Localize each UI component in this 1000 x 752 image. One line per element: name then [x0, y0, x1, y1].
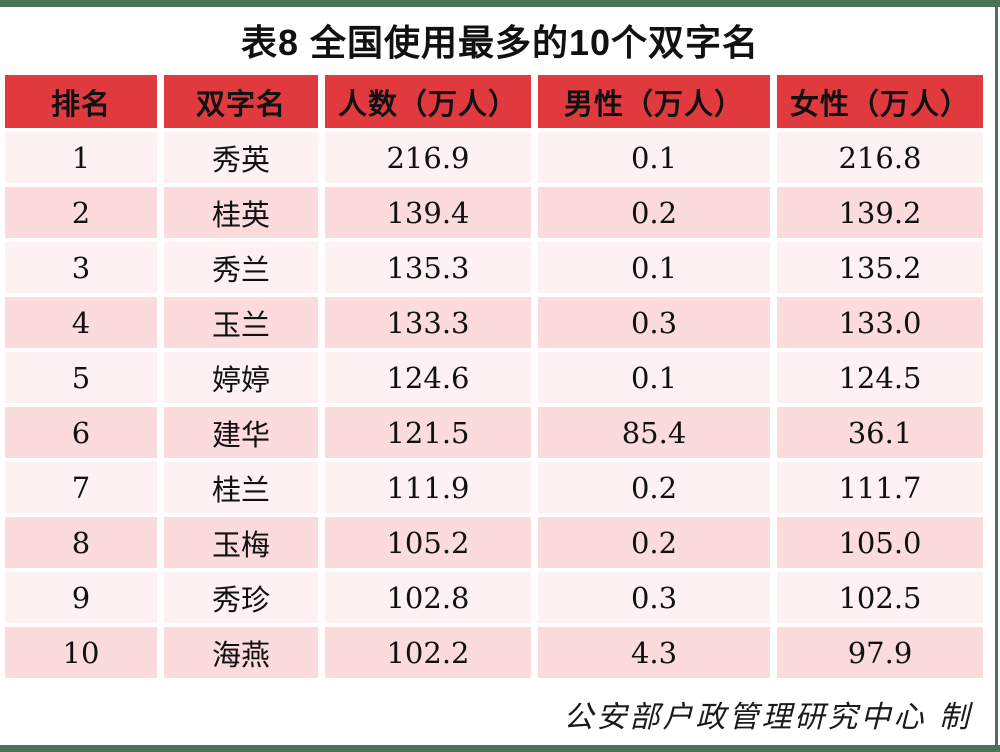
table-title: 表8 全国使用最多的10个双字名: [240, 22, 760, 63]
cell-female: 124.5: [777, 352, 983, 403]
cell-total: 105.2: [325, 517, 531, 568]
cell-rank: 8: [5, 517, 157, 568]
cell-rank: 10: [5, 627, 157, 678]
cell-rank: 3: [5, 242, 157, 293]
cell-female: 102.5: [777, 572, 983, 623]
cell-total: 111.9: [325, 462, 531, 513]
cell-name: 婷婷: [164, 352, 318, 403]
cell-male: 0.2: [538, 462, 770, 513]
cell-name: 桂英: [164, 187, 318, 238]
column-header-female: 女性（万人）: [777, 75, 983, 128]
cell-male: 0.2: [538, 517, 770, 568]
cell-total: 216.9: [325, 132, 531, 183]
cell-name: 桂兰: [164, 462, 318, 513]
cell-rank: 9: [5, 572, 157, 623]
cell-total: 124.6: [325, 352, 531, 403]
cell-total: 135.3: [325, 242, 531, 293]
cell-male: 0.3: [538, 572, 770, 623]
cell-rank: 4: [5, 297, 157, 348]
frame-right-border: [995, 0, 998, 752]
cell-female: 135.2: [777, 242, 983, 293]
column-header-total: 人数（万人）: [325, 75, 531, 128]
cell-name: 秀英: [164, 132, 318, 183]
cell-name: 海燕: [164, 627, 318, 678]
cell-name: 玉梅: [164, 517, 318, 568]
frame-top-border: [0, 0, 1000, 7]
cell-total: 121.5: [325, 407, 531, 458]
column-header-male: 男性（万人）: [538, 75, 770, 128]
cell-female: 139.2: [777, 187, 983, 238]
cell-rank: 6: [5, 407, 157, 458]
source-note: 公安部户政管理研究中心 制: [563, 700, 972, 735]
cell-rank: 5: [5, 352, 157, 403]
column-header-rank: 排名: [5, 75, 157, 128]
cell-rank: 7: [5, 462, 157, 513]
cell-female: 216.8: [777, 132, 983, 183]
cell-male: 4.3: [538, 627, 770, 678]
cell-female: 36.1: [777, 407, 983, 458]
cell-male: 0.3: [538, 297, 770, 348]
cell-female: 105.0: [777, 517, 983, 568]
cell-total: 102.2: [325, 627, 531, 678]
cell-male: 0.1: [538, 242, 770, 293]
cell-total: 133.3: [325, 297, 531, 348]
cell-name: 玉兰: [164, 297, 318, 348]
cell-male: 0.1: [538, 352, 770, 403]
cell-rank: 1: [5, 132, 157, 183]
cell-female: 133.0: [777, 297, 983, 348]
cell-female: 97.9: [777, 627, 983, 678]
cell-male: 0.2: [538, 187, 770, 238]
cell-name: 建华: [164, 407, 318, 458]
cell-name: 秀兰: [164, 242, 318, 293]
cell-name: 秀珍: [164, 572, 318, 623]
cell-male: 0.1: [538, 132, 770, 183]
data-table: 排名 双字名 人数（万人） 男性（万人） 女性（万人） 1 秀英 216.9 0…: [5, 75, 983, 678]
cell-total: 102.8: [325, 572, 531, 623]
column-header-name: 双字名: [164, 75, 318, 128]
cell-rank: 2: [5, 187, 157, 238]
cell-total: 139.4: [325, 187, 531, 238]
frame-bottom-border: [0, 745, 1000, 752]
cell-female: 111.7: [777, 462, 983, 513]
cell-male: 85.4: [538, 407, 770, 458]
